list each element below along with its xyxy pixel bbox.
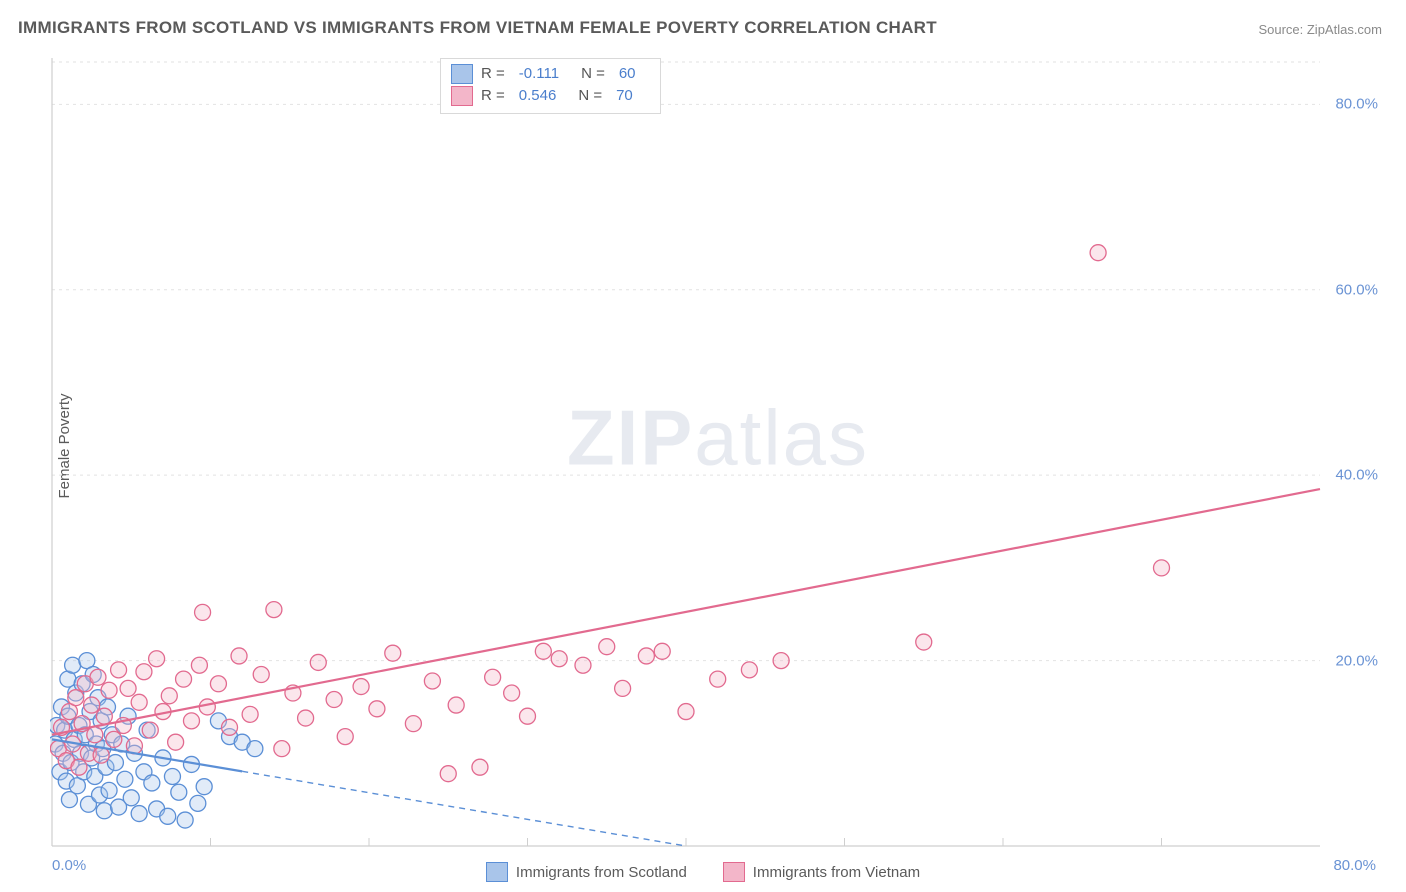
legend-item-scotland: Immigrants from Scotland [486,862,687,882]
source-name: ZipAtlas.com [1307,22,1382,37]
r-value-scotland: -0.111 [519,63,559,85]
n-value-scotland: 60 [619,63,636,85]
x-axis-min-label: 0.0% [52,857,86,874]
y-tick-label: 40.0% [1335,467,1378,484]
scatter-plot-svg [50,56,1386,852]
y-tick-label: 80.0% [1335,96,1378,113]
correlation-legend: R = -0.111 N = 60 R = 0.546 N = 70 [440,58,661,114]
legend-label-scotland: Immigrants from Scotland [516,864,687,881]
n-label: N = [578,85,602,107]
r-label: R = [481,85,505,107]
plot-area: ZIPatlas [50,56,1386,852]
chart-title: IMMIGRANTS FROM SCOTLAND VS IMMIGRANTS F… [18,18,937,38]
legend-swatch-vietnam [451,86,473,106]
legend-label-vietnam: Immigrants from Vietnam [753,864,920,881]
legend-row-vietnam: R = 0.546 N = 70 [451,85,650,107]
legend-swatch-vietnam [723,862,745,882]
legend-row-scotland: R = -0.111 N = 60 [451,63,650,85]
source-attribution: Source: ZipAtlas.com [1258,22,1382,37]
source-label: Source: [1258,22,1306,37]
r-label: R = [481,63,505,85]
legend-item-vietnam: Immigrants from Vietnam [723,862,920,882]
legend-swatch-scotland [486,862,508,882]
n-value-vietnam: 70 [616,85,633,107]
y-tick-label: 60.0% [1335,281,1378,298]
x-axis-max-label: 80.0% [1333,857,1376,874]
n-label: N = [581,63,605,85]
legend-swatch-scotland [451,64,473,84]
y-tick-label: 20.0% [1335,652,1378,669]
r-value-vietnam: 0.546 [519,85,557,107]
series-legend: Immigrants from Scotland Immigrants from… [0,862,1406,882]
